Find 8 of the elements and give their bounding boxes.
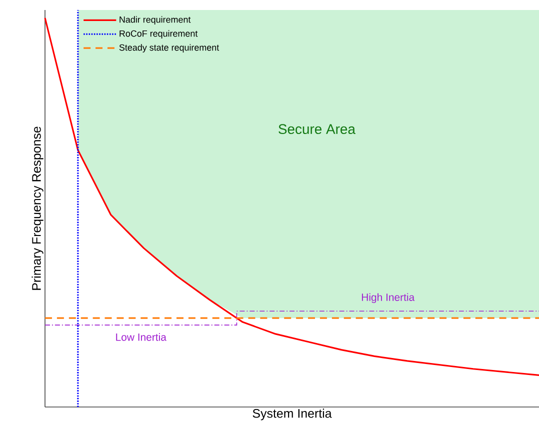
legend-label: Steady state requirement — [119, 44, 220, 52]
y-axis-title: Primary Frequency Response — [32, 126, 44, 290]
annotation: Secure Area — [278, 124, 356, 134]
annotation: High Inertia — [362, 293, 415, 304]
legend-label: Nadir requirement — [120, 16, 191, 25]
annotation: Low Inertia — [116, 333, 166, 341]
annotation: RoCoF requirement — [120, 30, 198, 38]
x-axis-title: System Inertia — [252, 408, 332, 420]
